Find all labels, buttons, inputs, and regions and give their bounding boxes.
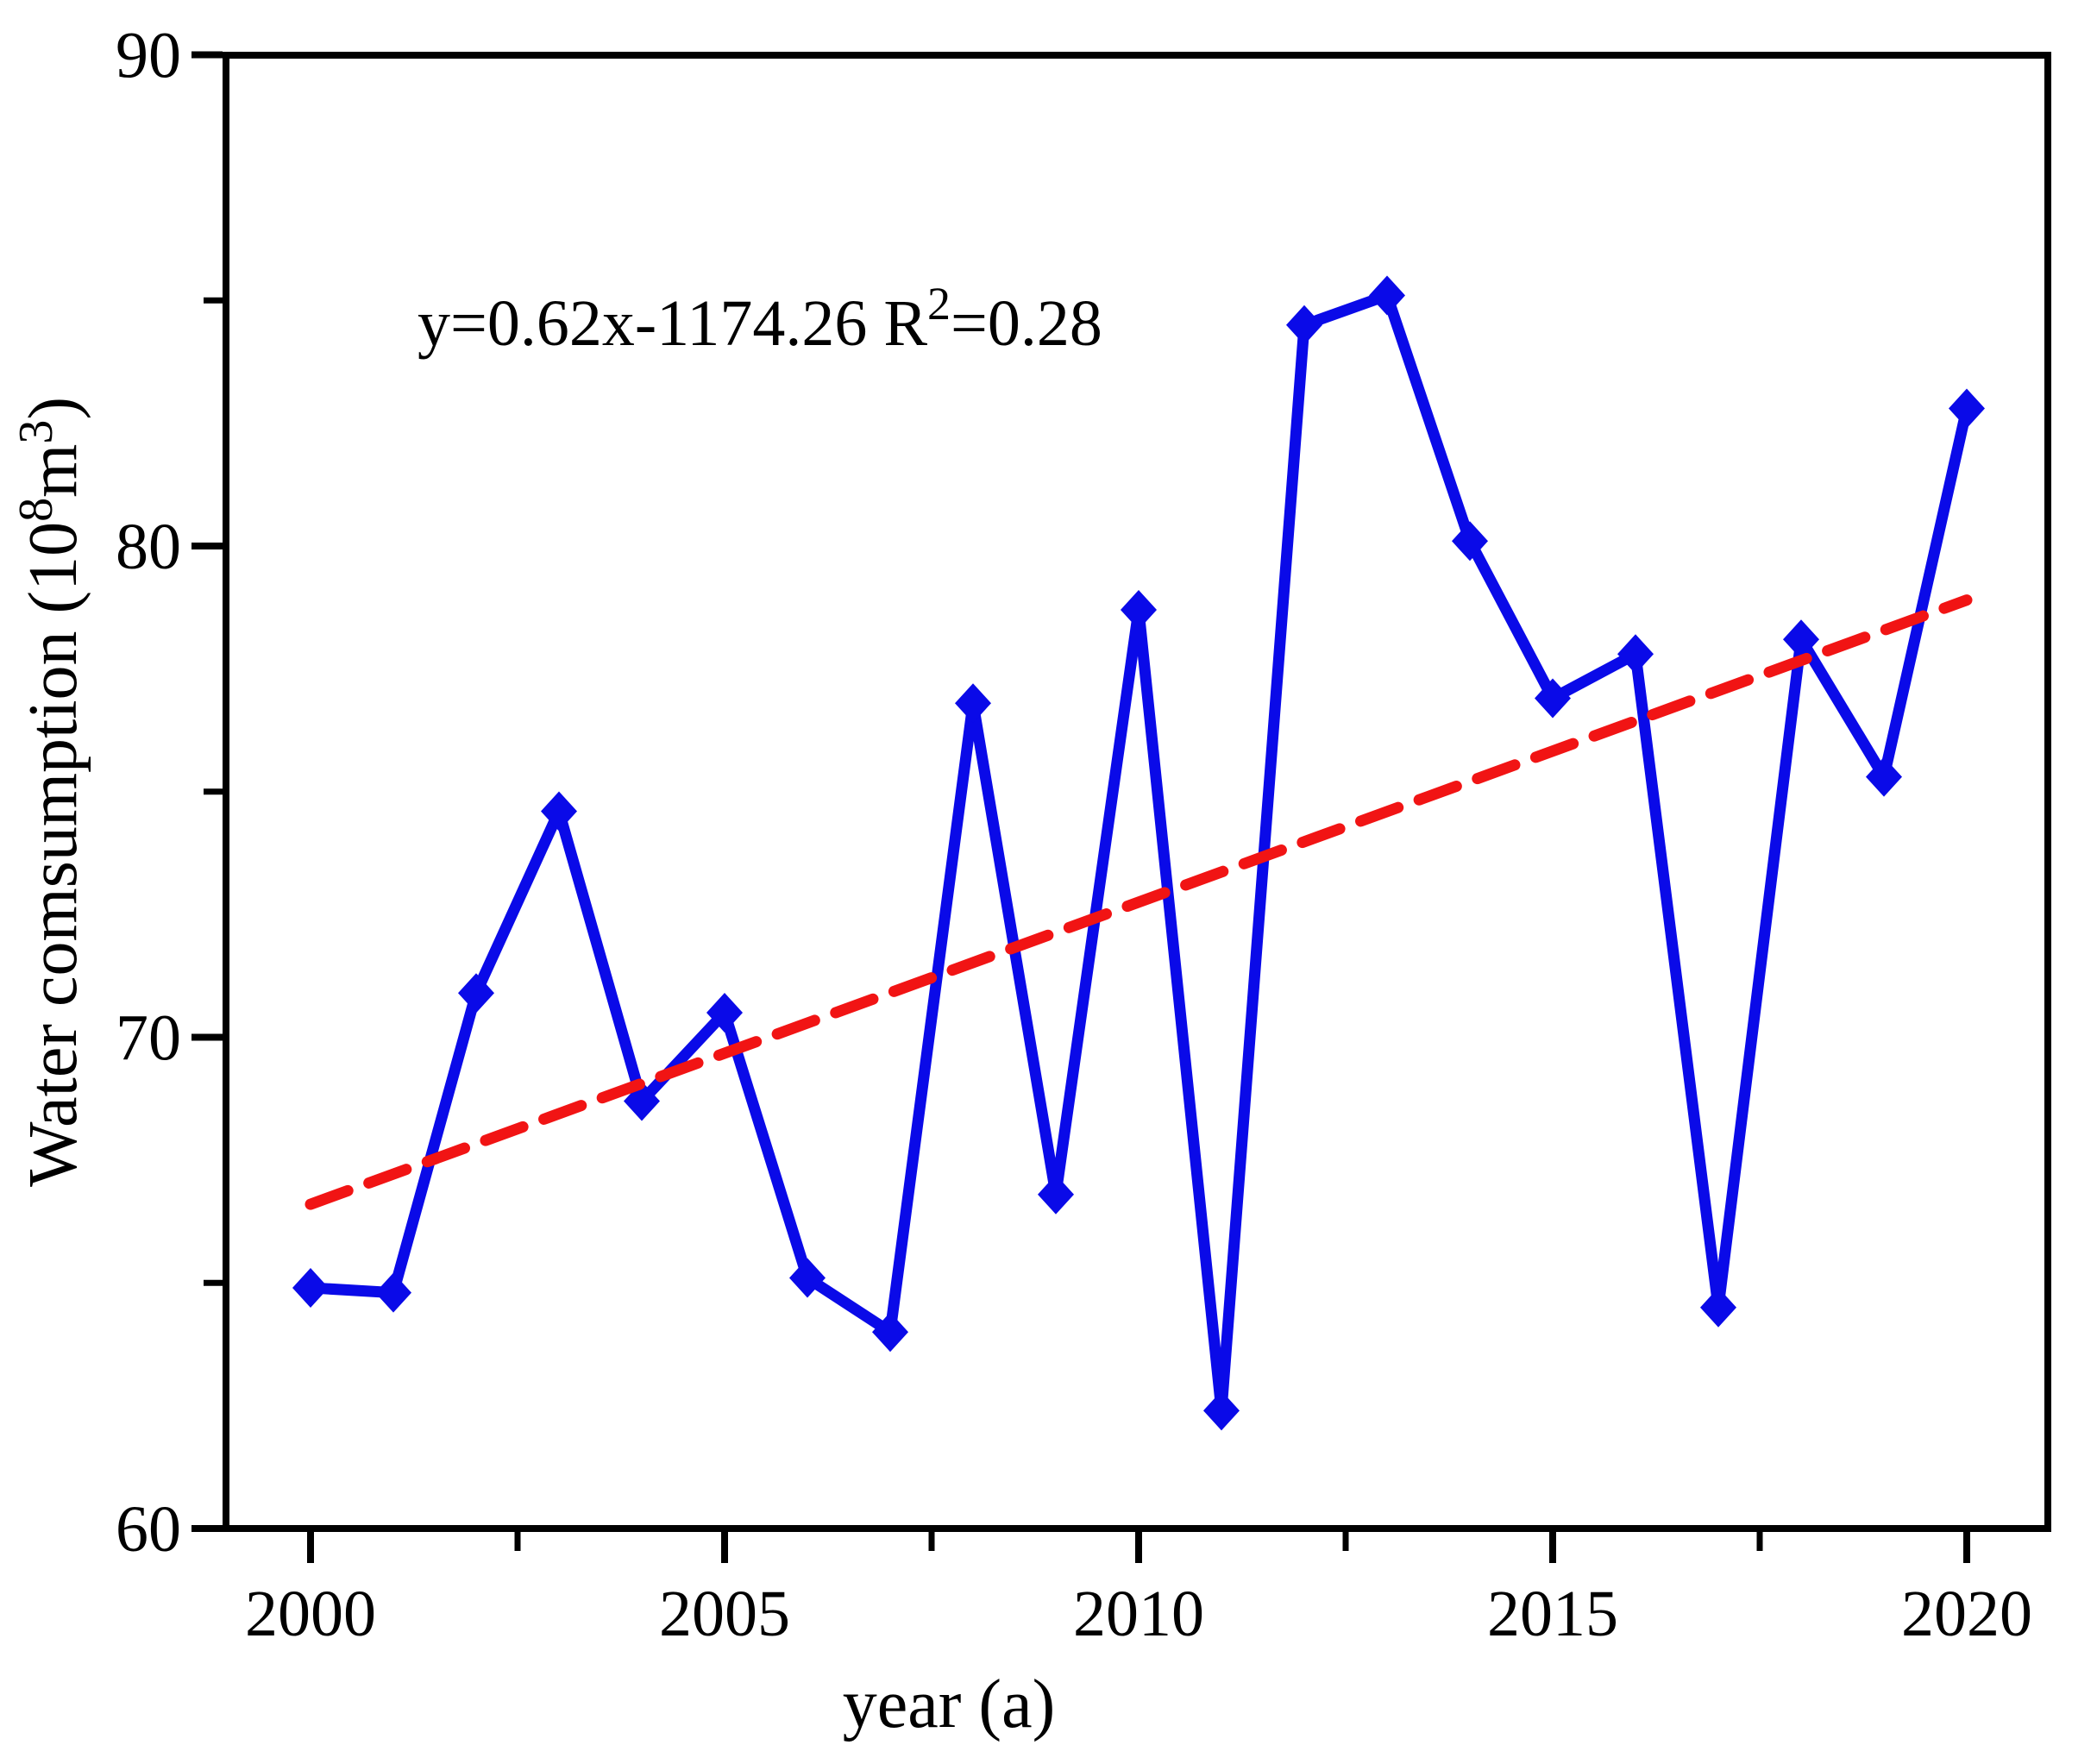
x-tick-label: 2015 bbox=[1487, 1578, 1618, 1650]
y-tick-label: 90 bbox=[116, 20, 181, 92]
plot-border bbox=[223, 52, 2051, 1532]
data-point-marker-2011 bbox=[1203, 1390, 1240, 1431]
plot-layer: 2000 2005 2010 2015 2020 60 70 80 90 bbox=[116, 20, 2051, 1650]
label-text: ) bbox=[16, 397, 91, 420]
x-tick-label: 2005 bbox=[659, 1578, 790, 1650]
data-point-marker-2015 bbox=[1535, 678, 1571, 719]
data-point-marker-2005 bbox=[706, 993, 743, 1033]
label-text: =0.28 bbox=[951, 287, 1102, 360]
trend-equation-annotation: y=0.62x-1174.26 R2=0.28 bbox=[418, 278, 1102, 360]
y-axis-title: Water comsumption (108m3) bbox=[9, 397, 91, 1187]
x-tick-label: 2020 bbox=[1901, 1578, 2032, 1650]
data-point-marker-2013 bbox=[1369, 275, 1405, 316]
x-tick-label: 2010 bbox=[1073, 1578, 1204, 1650]
data-point-marker-2007 bbox=[872, 1312, 908, 1353]
label-text: m bbox=[16, 444, 91, 498]
data-point-marker-2009 bbox=[1038, 1174, 1074, 1215]
data-point-marker-2018 bbox=[1783, 619, 1819, 660]
superscript-text: 8 bbox=[9, 498, 63, 522]
data-line bbox=[310, 290, 1973, 1416]
label-text: y=0.62x-1174.26 R bbox=[418, 287, 927, 360]
data-point-marker-2003 bbox=[541, 791, 577, 832]
data-point-marker-2010 bbox=[1121, 590, 1157, 631]
data-point-marker-2012 bbox=[1286, 304, 1322, 345]
y-tick-label: 70 bbox=[116, 1002, 181, 1075]
superscript-text: 3 bbox=[9, 420, 63, 444]
data-point-marker-2014 bbox=[1452, 521, 1488, 562]
superscript-text: 2 bbox=[927, 278, 951, 330]
data-point-marker-2006 bbox=[789, 1258, 826, 1298]
trend-line bbox=[305, 594, 1973, 1210]
y-tick-label: 60 bbox=[116, 1493, 181, 1566]
x-axis-title: year (a) bbox=[843, 1667, 1055, 1742]
data-point-marker-2017 bbox=[1700, 1287, 1736, 1328]
label-text: Water comsumption (10 bbox=[16, 522, 91, 1187]
data-point-marker-2000 bbox=[292, 1267, 329, 1308]
data-point-marker-2020 bbox=[1949, 388, 1985, 429]
y-tick-label: 80 bbox=[116, 511, 181, 583]
x-tick-label: 2000 bbox=[245, 1578, 376, 1650]
data-point-marker-2019 bbox=[1866, 756, 1902, 797]
data-point-marker-2001 bbox=[375, 1272, 411, 1313]
data-point-marker-2016 bbox=[1617, 634, 1654, 675]
data-point-marker-2008 bbox=[955, 683, 991, 724]
data-point-marker-2002 bbox=[458, 973, 494, 1014]
